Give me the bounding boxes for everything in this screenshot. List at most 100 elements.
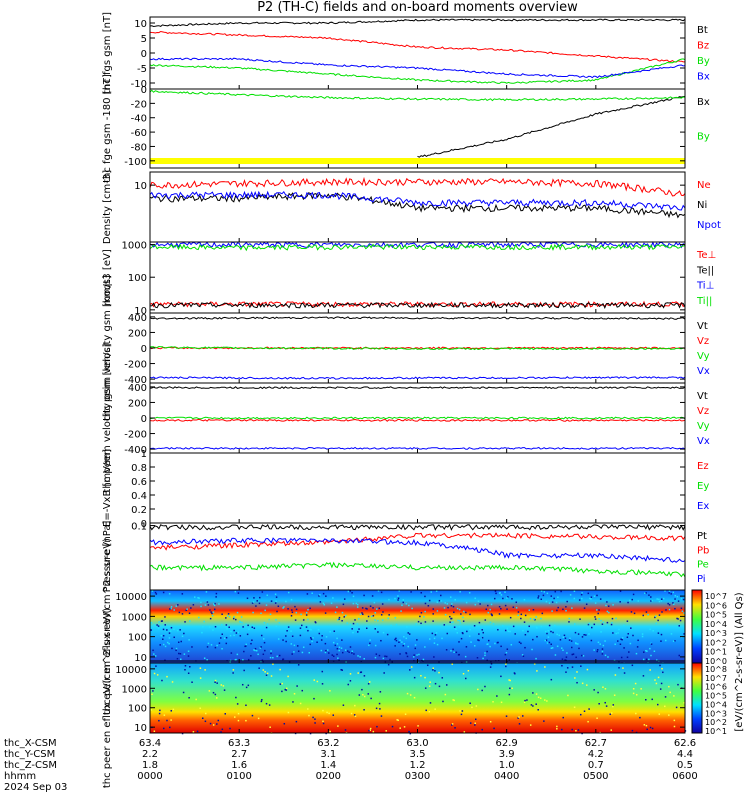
spectrogram-pixel <box>477 600 480 603</box>
spectrogram-pixel <box>463 731 466 733</box>
spectrogram-pixel <box>487 643 489 645</box>
spectrogram-pixel <box>342 704 345 706</box>
spectrogram-pixel <box>301 624 303 627</box>
spectrogram-pixel <box>676 617 678 620</box>
spectrogram-pixel <box>473 625 476 627</box>
spectrogram-pixel <box>470 641 472 643</box>
panel-1: Bx By 0 -20 -40 -60 -80 -100 thc fge gsm -180 [n… <box>102 74 710 183</box>
series-line-Ne <box>149 176 686 197</box>
spectrogram-pixel <box>520 617 522 620</box>
spectrogram-pixel <box>159 644 161 646</box>
spectrogram-pixel <box>650 596 652 598</box>
spectrogram-pixel <box>424 610 426 613</box>
spectrogram-pixel <box>443 624 446 626</box>
spectrogram-pixel <box>601 650 604 653</box>
spectrogram-pixel <box>440 600 442 602</box>
spectrogram-pixel <box>613 694 616 696</box>
spectrogram-pixel <box>277 605 280 608</box>
spectrogram-pixel <box>532 608 535 611</box>
spectrogram-pixel <box>496 695 498 697</box>
spectrogram-pixel <box>593 595 596 597</box>
spectrogram-pixel <box>462 620 465 622</box>
spectrogram-pixel <box>458 620 461 622</box>
spectrogram-pixel <box>294 605 296 608</box>
spectrogram-pixel <box>486 659 488 662</box>
spectrogram-pixel <box>254 647 257 650</box>
spectrogram-pixel <box>612 704 615 706</box>
spectrogram-pixel <box>221 624 223 626</box>
spectrogram-pixel <box>683 702 685 704</box>
spectrogram-pixel <box>356 606 359 608</box>
spectrogram-pixel <box>529 617 532 620</box>
spectrogram-pixel <box>653 650 656 653</box>
spectrogram-pixel <box>498 605 501 608</box>
spectrogram-pixel <box>457 654 460 656</box>
spectrogram-pixel <box>246 633 249 636</box>
spectrogram-pixel <box>362 613 364 616</box>
spectrogram-pixel <box>372 730 375 733</box>
series-line-Vy <box>149 416 686 420</box>
y-tick-label: 0 <box>141 344 147 355</box>
spectrogram-pixel <box>211 614 214 617</box>
spectrogram-pixel <box>449 621 451 623</box>
spectrogram-pixel <box>233 616 235 618</box>
spectrogram-pixel <box>378 607 381 610</box>
spectrogram-pixel <box>486 650 488 653</box>
spectrogram-pixel <box>424 602 427 605</box>
spectrogram-pixel <box>594 618 597 620</box>
y-tick-label: -200 <box>124 430 147 441</box>
spectrogram-pixel <box>495 592 497 595</box>
spectrogram-pixel <box>336 643 339 645</box>
spectrogram-pixel <box>243 669 245 672</box>
spectrogram-pixel <box>511 598 513 600</box>
spectrogram-pixel <box>658 614 661 616</box>
spectrogram-pixel <box>225 642 228 645</box>
spectrogram-pixel <box>493 727 495 730</box>
spectrogram-pixel <box>490 663 493 665</box>
spectrogram-pixel <box>391 661 393 663</box>
spectrogram-pixel <box>420 591 423 594</box>
y-tick-label: 0 <box>141 519 147 530</box>
spectrogram-pixel <box>416 654 418 656</box>
y-tick-label: -40 <box>131 114 147 125</box>
series-line-Te⊥ <box>149 300 686 308</box>
spectrogram-pixel <box>611 622 613 624</box>
spectrogram-pixel <box>209 722 212 725</box>
spectrogram-pixel <box>220 731 222 733</box>
spectrogram-pixel <box>623 647 625 649</box>
spectrogram-pixel <box>654 679 656 681</box>
spectrogram-pixel <box>270 652 272 655</box>
spectrogram-pixel <box>306 593 309 595</box>
spectrogram-pixel <box>680 607 683 610</box>
spectrogram-pixel <box>168 593 171 595</box>
spectrogram-pixel <box>535 616 537 618</box>
spectrogram-pixel <box>162 628 165 631</box>
spectrogram-pixel <box>610 623 613 626</box>
spectrogram-pixel <box>344 729 347 731</box>
spectrogram-pixel <box>441 637 443 640</box>
spectrogram-pixel <box>295 720 298 723</box>
y-tick-label: 1 <box>141 449 147 460</box>
series-line-Vx <box>149 446 686 450</box>
spectrogram-pixel <box>562 608 564 611</box>
spectrogram-pixel <box>332 714 335 716</box>
spectrogram-pixel <box>363 675 366 677</box>
spectrogram-pixel <box>245 686 248 689</box>
spectrogram-pixel <box>366 620 368 622</box>
spectrogram-pixel <box>158 621 160 623</box>
spectrogram-pixel <box>621 637 624 639</box>
colorbar-1 <box>691 662 703 734</box>
spectrogram-pixel <box>216 723 218 725</box>
spectrogram-pixel <box>258 667 260 669</box>
spectrogram-pixel <box>551 647 554 649</box>
spectrogram-pixel <box>456 632 459 634</box>
spectrogram-pixel <box>382 657 385 660</box>
spectrogram-pixel <box>369 605 372 607</box>
spectrogram-pixel <box>275 600 277 603</box>
spectrogram-pixel <box>539 697 542 699</box>
spectrogram-pixel <box>324 642 327 645</box>
spectrogram-pixel <box>509 679 511 682</box>
spectrogram-pixel <box>265 702 268 705</box>
spectrogram-pixel <box>176 629 179 632</box>
spectrogram-pixel <box>571 653 574 656</box>
